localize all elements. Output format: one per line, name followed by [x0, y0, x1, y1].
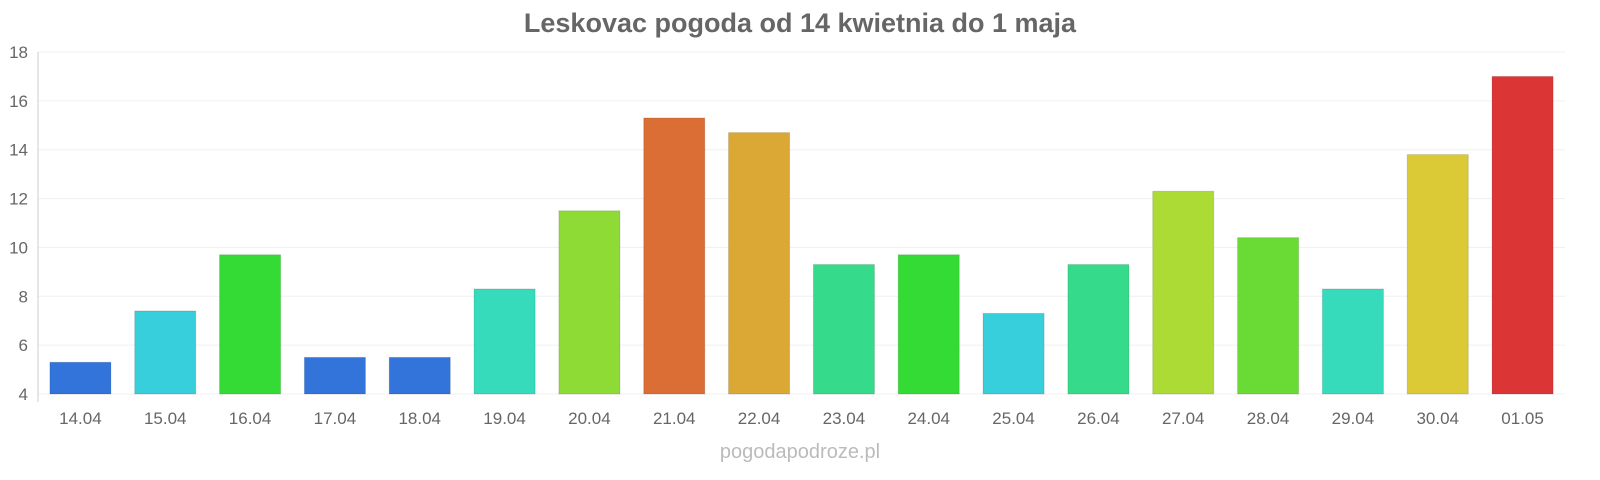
x-tick-label: 17.04 — [314, 409, 357, 428]
x-tick-label: 23.04 — [823, 409, 866, 428]
x-tick-label: 21.04 — [653, 409, 696, 428]
bar-22.04 — [728, 132, 791, 395]
bar-23.04 — [812, 264, 875, 395]
x-tick-label: 14.04 — [59, 409, 102, 428]
y-tick-label: 16 — [9, 92, 28, 111]
y-tick-label: 6 — [19, 336, 28, 355]
bar-29.04 — [1321, 288, 1384, 395]
bar-20.04 — [558, 210, 621, 395]
bar-15.04 — [134, 310, 197, 395]
bar-30.04 — [1406, 154, 1469, 395]
x-tick-label: 01.05 — [1501, 409, 1544, 428]
bar-28.04 — [1237, 237, 1300, 395]
bar-27.04 — [1152, 190, 1215, 395]
x-tick-label: 30.04 — [1416, 409, 1459, 428]
watermark: pogodapodroze.pl — [720, 441, 880, 463]
x-tick-label: 27.04 — [1162, 409, 1205, 428]
bar-25.04 — [982, 312, 1045, 395]
x-tick-label: 26.04 — [1077, 409, 1120, 428]
y-tick-label: 10 — [9, 238, 28, 257]
x-tick-label: 29.04 — [1332, 409, 1375, 428]
bar-24.04 — [897, 254, 960, 395]
bar-19.04 — [473, 288, 536, 395]
bar-21.04 — [643, 117, 706, 395]
bar-17.04 — [303, 356, 366, 395]
bar-01.05 — [1491, 75, 1554, 395]
y-tick-label: 8 — [19, 287, 28, 306]
x-tick-label: 20.04 — [568, 409, 611, 428]
x-tick-label: 16.04 — [229, 409, 272, 428]
x-tick-label: 19.04 — [483, 409, 526, 428]
bar-16.04 — [219, 254, 282, 395]
x-tick-label: 24.04 — [907, 409, 950, 428]
y-tick-label: 14 — [9, 141, 28, 160]
bar-14.04 — [49, 361, 112, 395]
y-tick-label: 12 — [9, 190, 28, 209]
bar-18.04 — [388, 356, 451, 395]
x-tick-label: 15.04 — [144, 409, 187, 428]
bar-26.04 — [1067, 264, 1130, 395]
chart-title: Leskovac pogoda od 14 kwietnia do 1 maja — [524, 8, 1077, 38]
x-tick-label: 25.04 — [992, 409, 1035, 428]
y-tick-label: 4 — [19, 385, 28, 404]
y-tick-label: 18 — [9, 43, 28, 62]
x-tick-label: 22.04 — [738, 409, 781, 428]
x-tick-label: 28.04 — [1247, 409, 1290, 428]
x-tick-label: 18.04 — [398, 409, 441, 428]
